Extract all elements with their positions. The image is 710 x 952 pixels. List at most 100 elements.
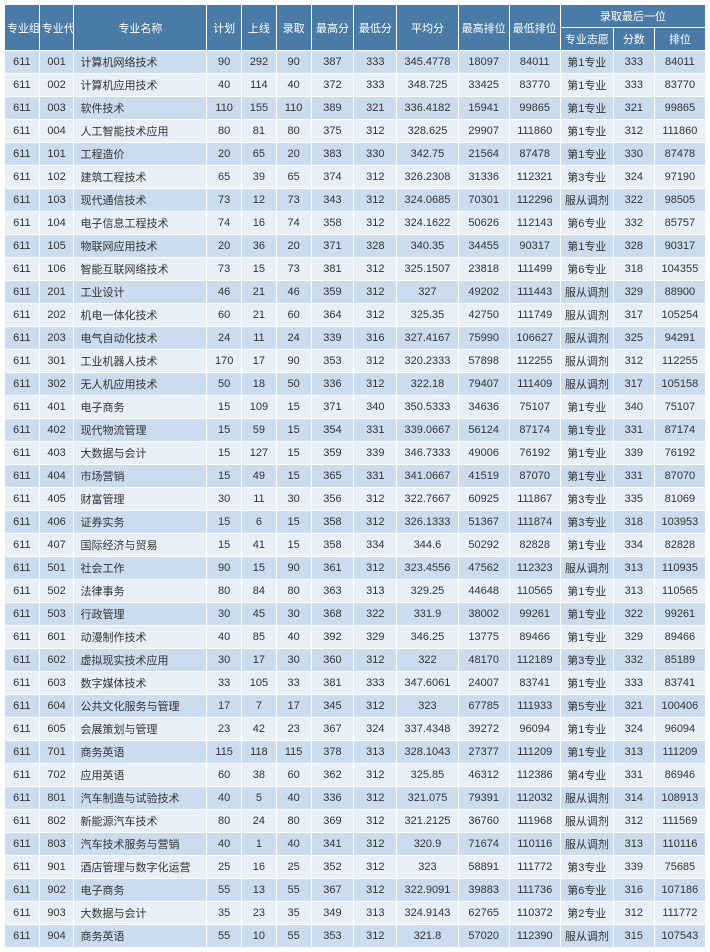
- cell-mxr: 47562: [458, 557, 509, 580]
- cell-p: 90: [207, 557, 242, 580]
- cell-c: 406: [39, 511, 74, 534]
- cell-mnr: 99261: [509, 603, 560, 626]
- cell-a: 65: [276, 166, 311, 189]
- cell-mx: 358: [311, 511, 354, 534]
- cell-rk: 85757: [654, 212, 705, 235]
- cell-mx: 345: [311, 695, 354, 718]
- cell-sc: 314: [613, 787, 654, 810]
- cell-sc: 332: [613, 649, 654, 672]
- cell-pr: 第1专业: [560, 741, 613, 764]
- cell-mn: 312: [354, 304, 397, 327]
- hdr-online: 上线: [242, 5, 277, 51]
- cell-p: 15: [207, 465, 242, 488]
- cell-o: 11: [242, 327, 277, 350]
- table-row: 611802新能源汽车技术802480369312321.21253676011…: [5, 810, 706, 833]
- cell-mnr: 111860: [509, 120, 560, 143]
- hdr-min-score: 最低分: [354, 5, 397, 51]
- cell-mn: 312: [354, 212, 397, 235]
- hdr-rank: 排位: [654, 28, 705, 51]
- admissions-table: 专业组代码 专业代码 专业名称 计划 上线 录取 最高分 最低分 平均分 最高排…: [4, 4, 706, 948]
- cell-o: 5: [242, 787, 277, 810]
- cell-n: 商务英语: [74, 741, 207, 764]
- cell-mx: 358: [311, 534, 354, 557]
- table-row: 611404市场营销154915365331341.06674151987070…: [5, 465, 706, 488]
- cell-pr: 第1专业: [560, 534, 613, 557]
- cell-a: 74: [276, 212, 311, 235]
- cell-mnr: 110565: [509, 580, 560, 603]
- cell-mn: 312: [354, 879, 397, 902]
- cell-c: 003: [39, 97, 74, 120]
- cell-mxr: 27377: [458, 741, 509, 764]
- cell-mx: 387: [311, 51, 354, 74]
- cell-mxr: 39883: [458, 879, 509, 902]
- cell-mxr: 36760: [458, 810, 509, 833]
- cell-g: 611: [5, 810, 40, 833]
- cell-g: 611: [5, 442, 40, 465]
- cell-pr: 第1专业: [560, 718, 613, 741]
- hdr-min-rank: 最低排位: [509, 5, 560, 51]
- cell-n: 无人机应用技术: [74, 373, 207, 396]
- table-row: 611903大数据与会计352335349313324.914362765110…: [5, 902, 706, 925]
- cell-a: 40: [276, 626, 311, 649]
- cell-pr: 服从调剂: [560, 833, 613, 856]
- cell-c: 105: [39, 235, 74, 258]
- cell-rk: 98505: [654, 189, 705, 212]
- cell-c: 401: [39, 396, 74, 419]
- cell-p: 74: [207, 212, 242, 235]
- cell-n: 现代通信技术: [74, 189, 207, 212]
- cell-mnr: 111409: [509, 373, 560, 396]
- cell-o: 1: [242, 833, 277, 856]
- cell-o: 65: [242, 143, 277, 166]
- cell-mxr: 29907: [458, 120, 509, 143]
- cell-n: 建筑工程技术: [74, 166, 207, 189]
- cell-mx: 353: [311, 925, 354, 948]
- cell-mn: 312: [354, 166, 397, 189]
- cell-av: 323: [397, 856, 458, 879]
- cell-o: 16: [242, 856, 277, 879]
- cell-pr: 第3专业: [560, 511, 613, 534]
- cell-av: 340.35: [397, 235, 458, 258]
- cell-p: 40: [207, 787, 242, 810]
- cell-n: 计算机应用技术: [74, 74, 207, 97]
- cell-mn: 312: [354, 488, 397, 511]
- cell-rk: 88900: [654, 281, 705, 304]
- cell-mnr: 90317: [509, 235, 560, 258]
- cell-mn: 313: [354, 902, 397, 925]
- cell-rk: 103953: [654, 511, 705, 534]
- table-row: 611904商务英语551055353312321.857020112390服从…: [5, 925, 706, 948]
- cell-mnr: 112255: [509, 350, 560, 373]
- cell-rk: 75107: [654, 396, 705, 419]
- cell-g: 611: [5, 925, 40, 948]
- cell-pr: 第1专业: [560, 143, 613, 166]
- cell-mx: 341: [311, 833, 354, 856]
- cell-mx: 369: [311, 810, 354, 833]
- cell-mnr: 75107: [509, 396, 560, 419]
- cell-rk: 105158: [654, 373, 705, 396]
- cell-mnr: 111867: [509, 488, 560, 511]
- cell-n: 公共文化服务与管理: [74, 695, 207, 718]
- cell-pr: 第3专业: [560, 856, 613, 879]
- cell-mxr: 38002: [458, 603, 509, 626]
- cell-mn: 322: [354, 603, 397, 626]
- cell-c: 106: [39, 258, 74, 281]
- cell-g: 611: [5, 557, 40, 580]
- cell-rk: 107543: [654, 925, 705, 948]
- cell-pr: 服从调剂: [560, 373, 613, 396]
- cell-c: 302: [39, 373, 74, 396]
- cell-mn: 331: [354, 419, 397, 442]
- table-row: 611502法律事务808480363313329.2544648110565第…: [5, 580, 706, 603]
- table-row: 611604公共文化服务与管理1771734531232367785111933…: [5, 695, 706, 718]
- cell-mn: 333: [354, 672, 397, 695]
- cell-g: 611: [5, 166, 40, 189]
- cell-pr: 第1专业: [560, 603, 613, 626]
- cell-mn: 334: [354, 534, 397, 557]
- cell-mx: 375: [311, 120, 354, 143]
- cell-mx: 359: [311, 442, 354, 465]
- cell-g: 611: [5, 120, 40, 143]
- cell-rk: 90317: [654, 235, 705, 258]
- cell-rk: 87070: [654, 465, 705, 488]
- cell-o: 6: [242, 511, 277, 534]
- cell-av: 342.75: [397, 143, 458, 166]
- cell-mn: 312: [354, 557, 397, 580]
- table-row: 611001计算机网络技术9029290387333345.4778180978…: [5, 51, 706, 74]
